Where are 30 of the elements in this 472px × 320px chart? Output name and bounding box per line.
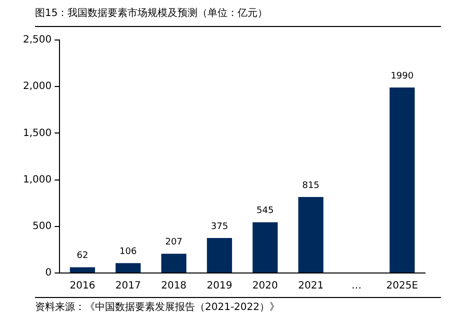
y-tick-label: 1,000 xyxy=(22,174,52,186)
text: 资料来源：《中国数据要素发展报告（2021-2022）》 xyxy=(35,297,441,314)
x-tick-label: … xyxy=(351,280,362,292)
bar xyxy=(390,88,415,272)
bar xyxy=(70,267,96,272)
data-label: 207 xyxy=(165,238,182,248)
bar xyxy=(161,254,186,272)
data-label: 545 xyxy=(256,206,274,216)
data-label: 815 xyxy=(302,180,320,191)
data-label: 106 xyxy=(120,246,137,257)
bar xyxy=(298,197,324,272)
x-tick-label: 2025E xyxy=(386,280,418,292)
chart-title: 图15：我国数据要素市场规模及预测（单位：亿元） xyxy=(35,6,441,27)
data-label: 1990 xyxy=(390,71,414,82)
y-tick-label: 2,500 xyxy=(22,34,52,46)
x-tick-label: 2020 xyxy=(252,280,278,292)
x-tick-label: 2021 xyxy=(298,280,324,292)
x-tick-label: 2018 xyxy=(161,280,187,292)
bar xyxy=(206,238,232,272)
y-tick-label: 2,000 xyxy=(22,81,52,92)
bar xyxy=(252,222,278,272)
y-tick-label: 500 xyxy=(32,220,52,232)
x-tick-label: 2017 xyxy=(115,280,141,292)
data-label: 375 xyxy=(210,222,228,232)
x-tick-label: 2016 xyxy=(70,280,96,292)
y-tick-label: 0 xyxy=(45,268,52,279)
data-label: 62 xyxy=(76,251,88,262)
y-tick-label: 1,500 xyxy=(22,128,52,139)
bar xyxy=(116,263,141,272)
x-tick-label: 2019 xyxy=(206,280,232,292)
